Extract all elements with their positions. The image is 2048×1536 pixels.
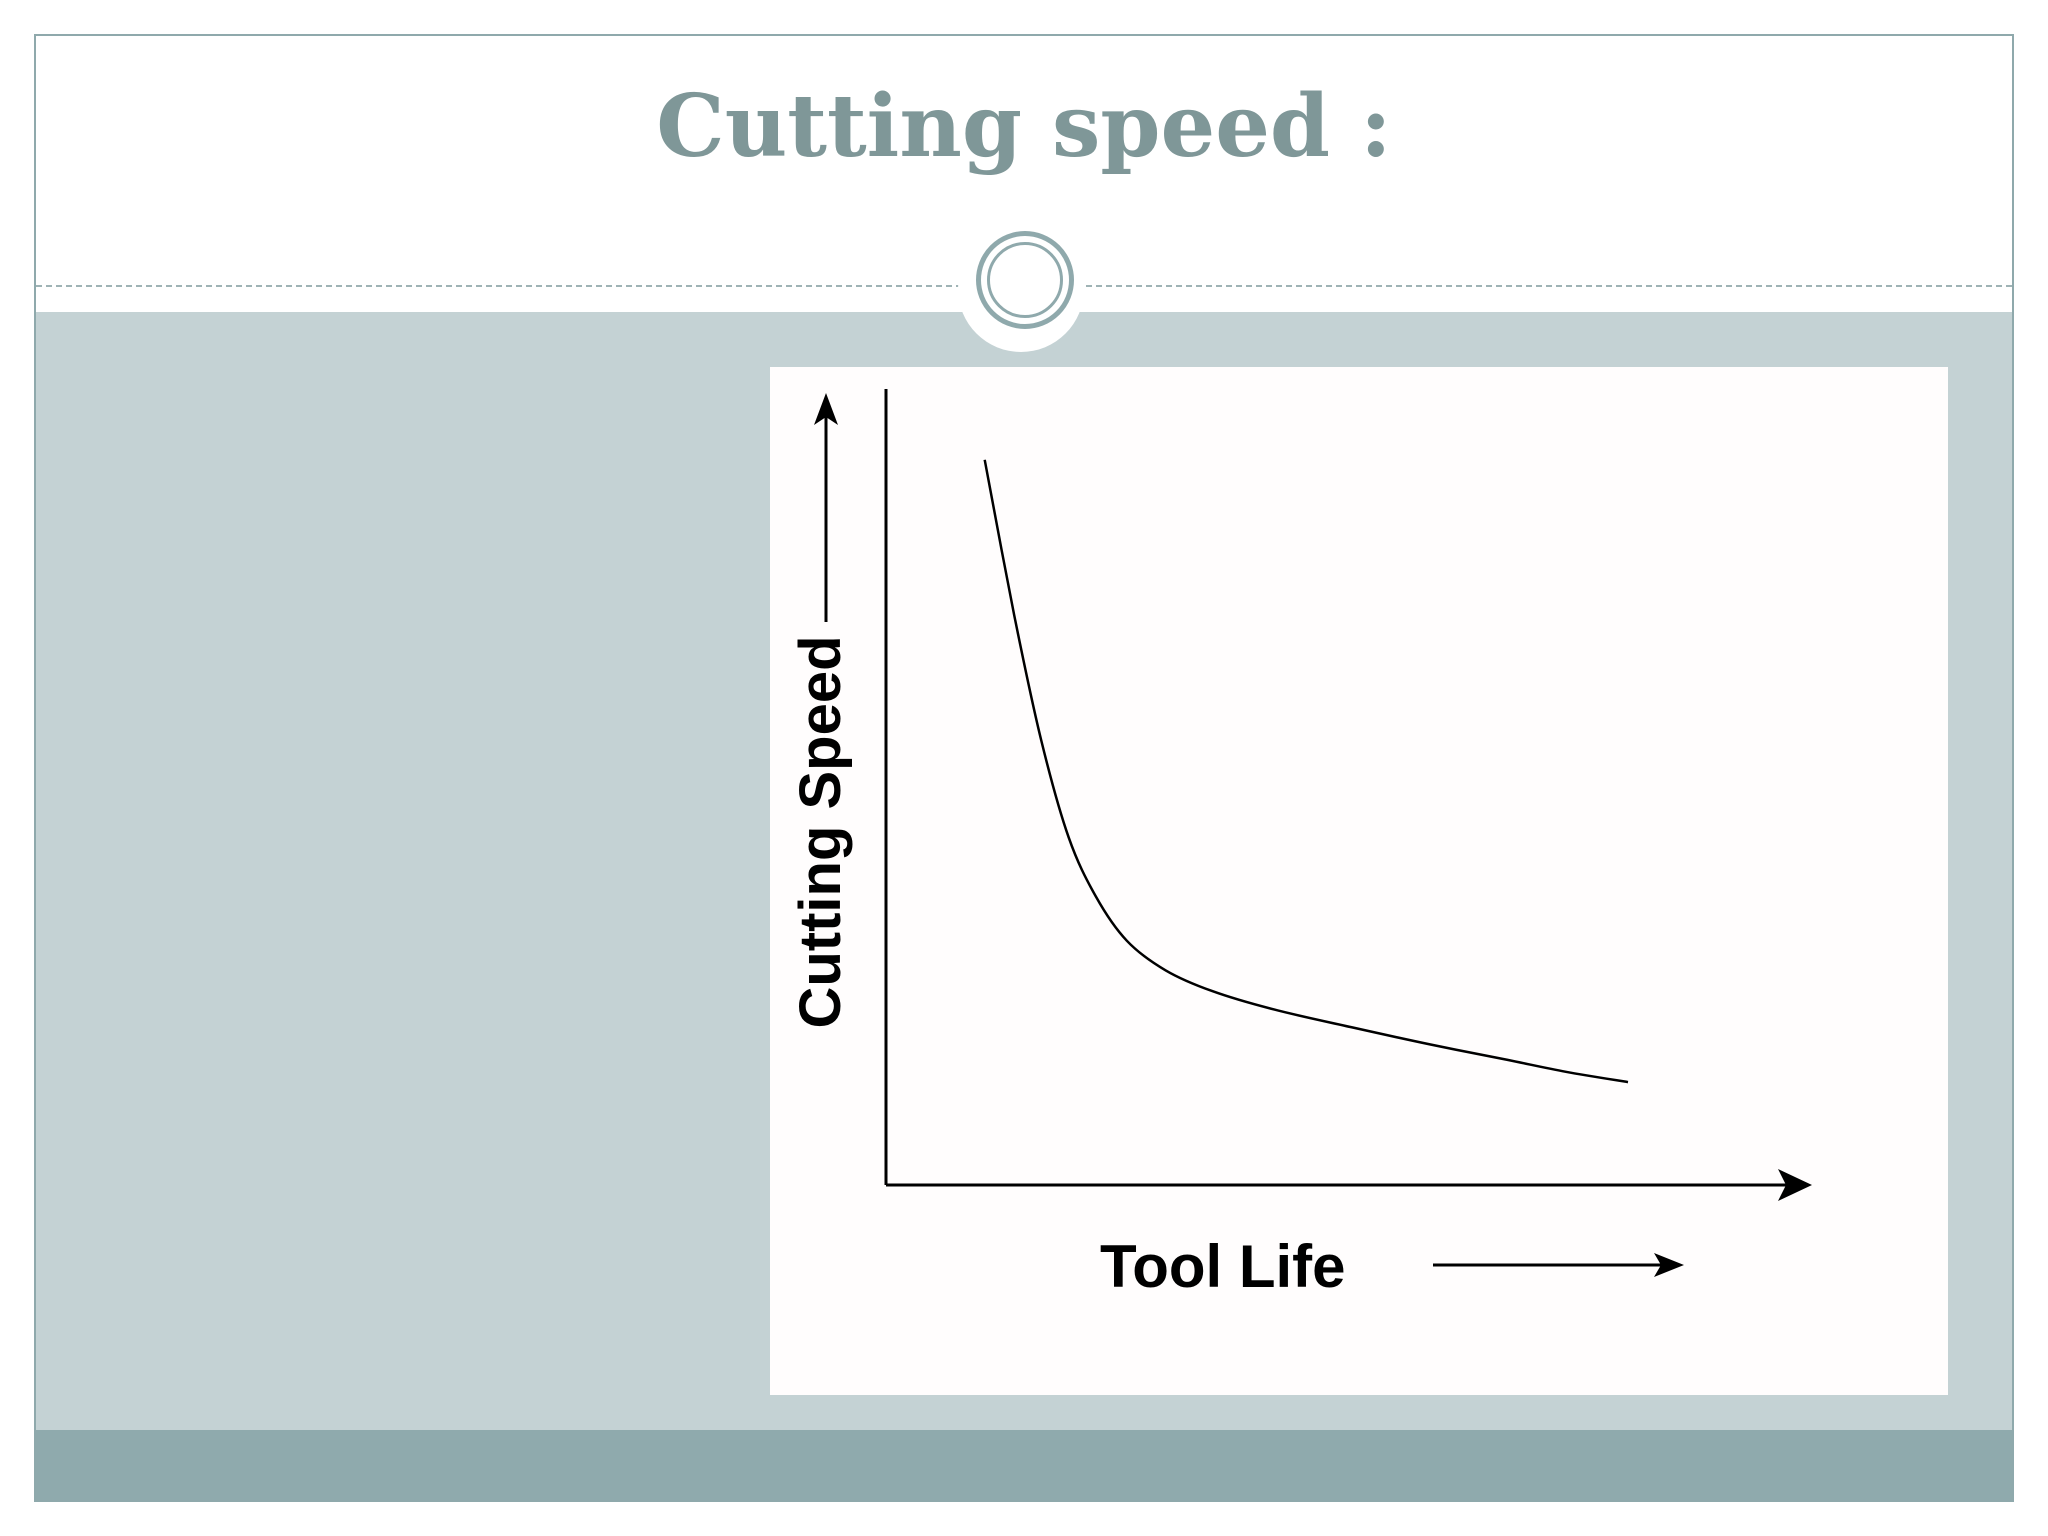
axes: [814, 389, 1812, 1277]
divider-inner-ring: [987, 242, 1063, 318]
y-label-arrow-icon: [814, 393, 838, 425]
x-axis-arrow-icon: [1778, 1169, 1812, 1201]
chart-svg: Cutting Speed Tool Life: [788, 389, 1812, 1300]
series-layer: [983, 459, 1629, 1084]
series-line-0: [983, 459, 1629, 1084]
x-label-arrow-icon: [1654, 1253, 1684, 1277]
slide-title: Cutting speed :: [656, 76, 1392, 177]
chart: Cutting Speed Tool Life: [770, 367, 1948, 1395]
labels: Cutting Speed Tool Life: [788, 635, 1346, 1300]
footer-band: [36, 1430, 2012, 1500]
y-axis-label: Cutting Speed: [788, 635, 853, 1028]
slide: Cutting speed : Cutting Speed Tool Life: [34, 34, 2014, 1502]
x-axis-label: Tool Life: [1100, 1233, 1346, 1300]
